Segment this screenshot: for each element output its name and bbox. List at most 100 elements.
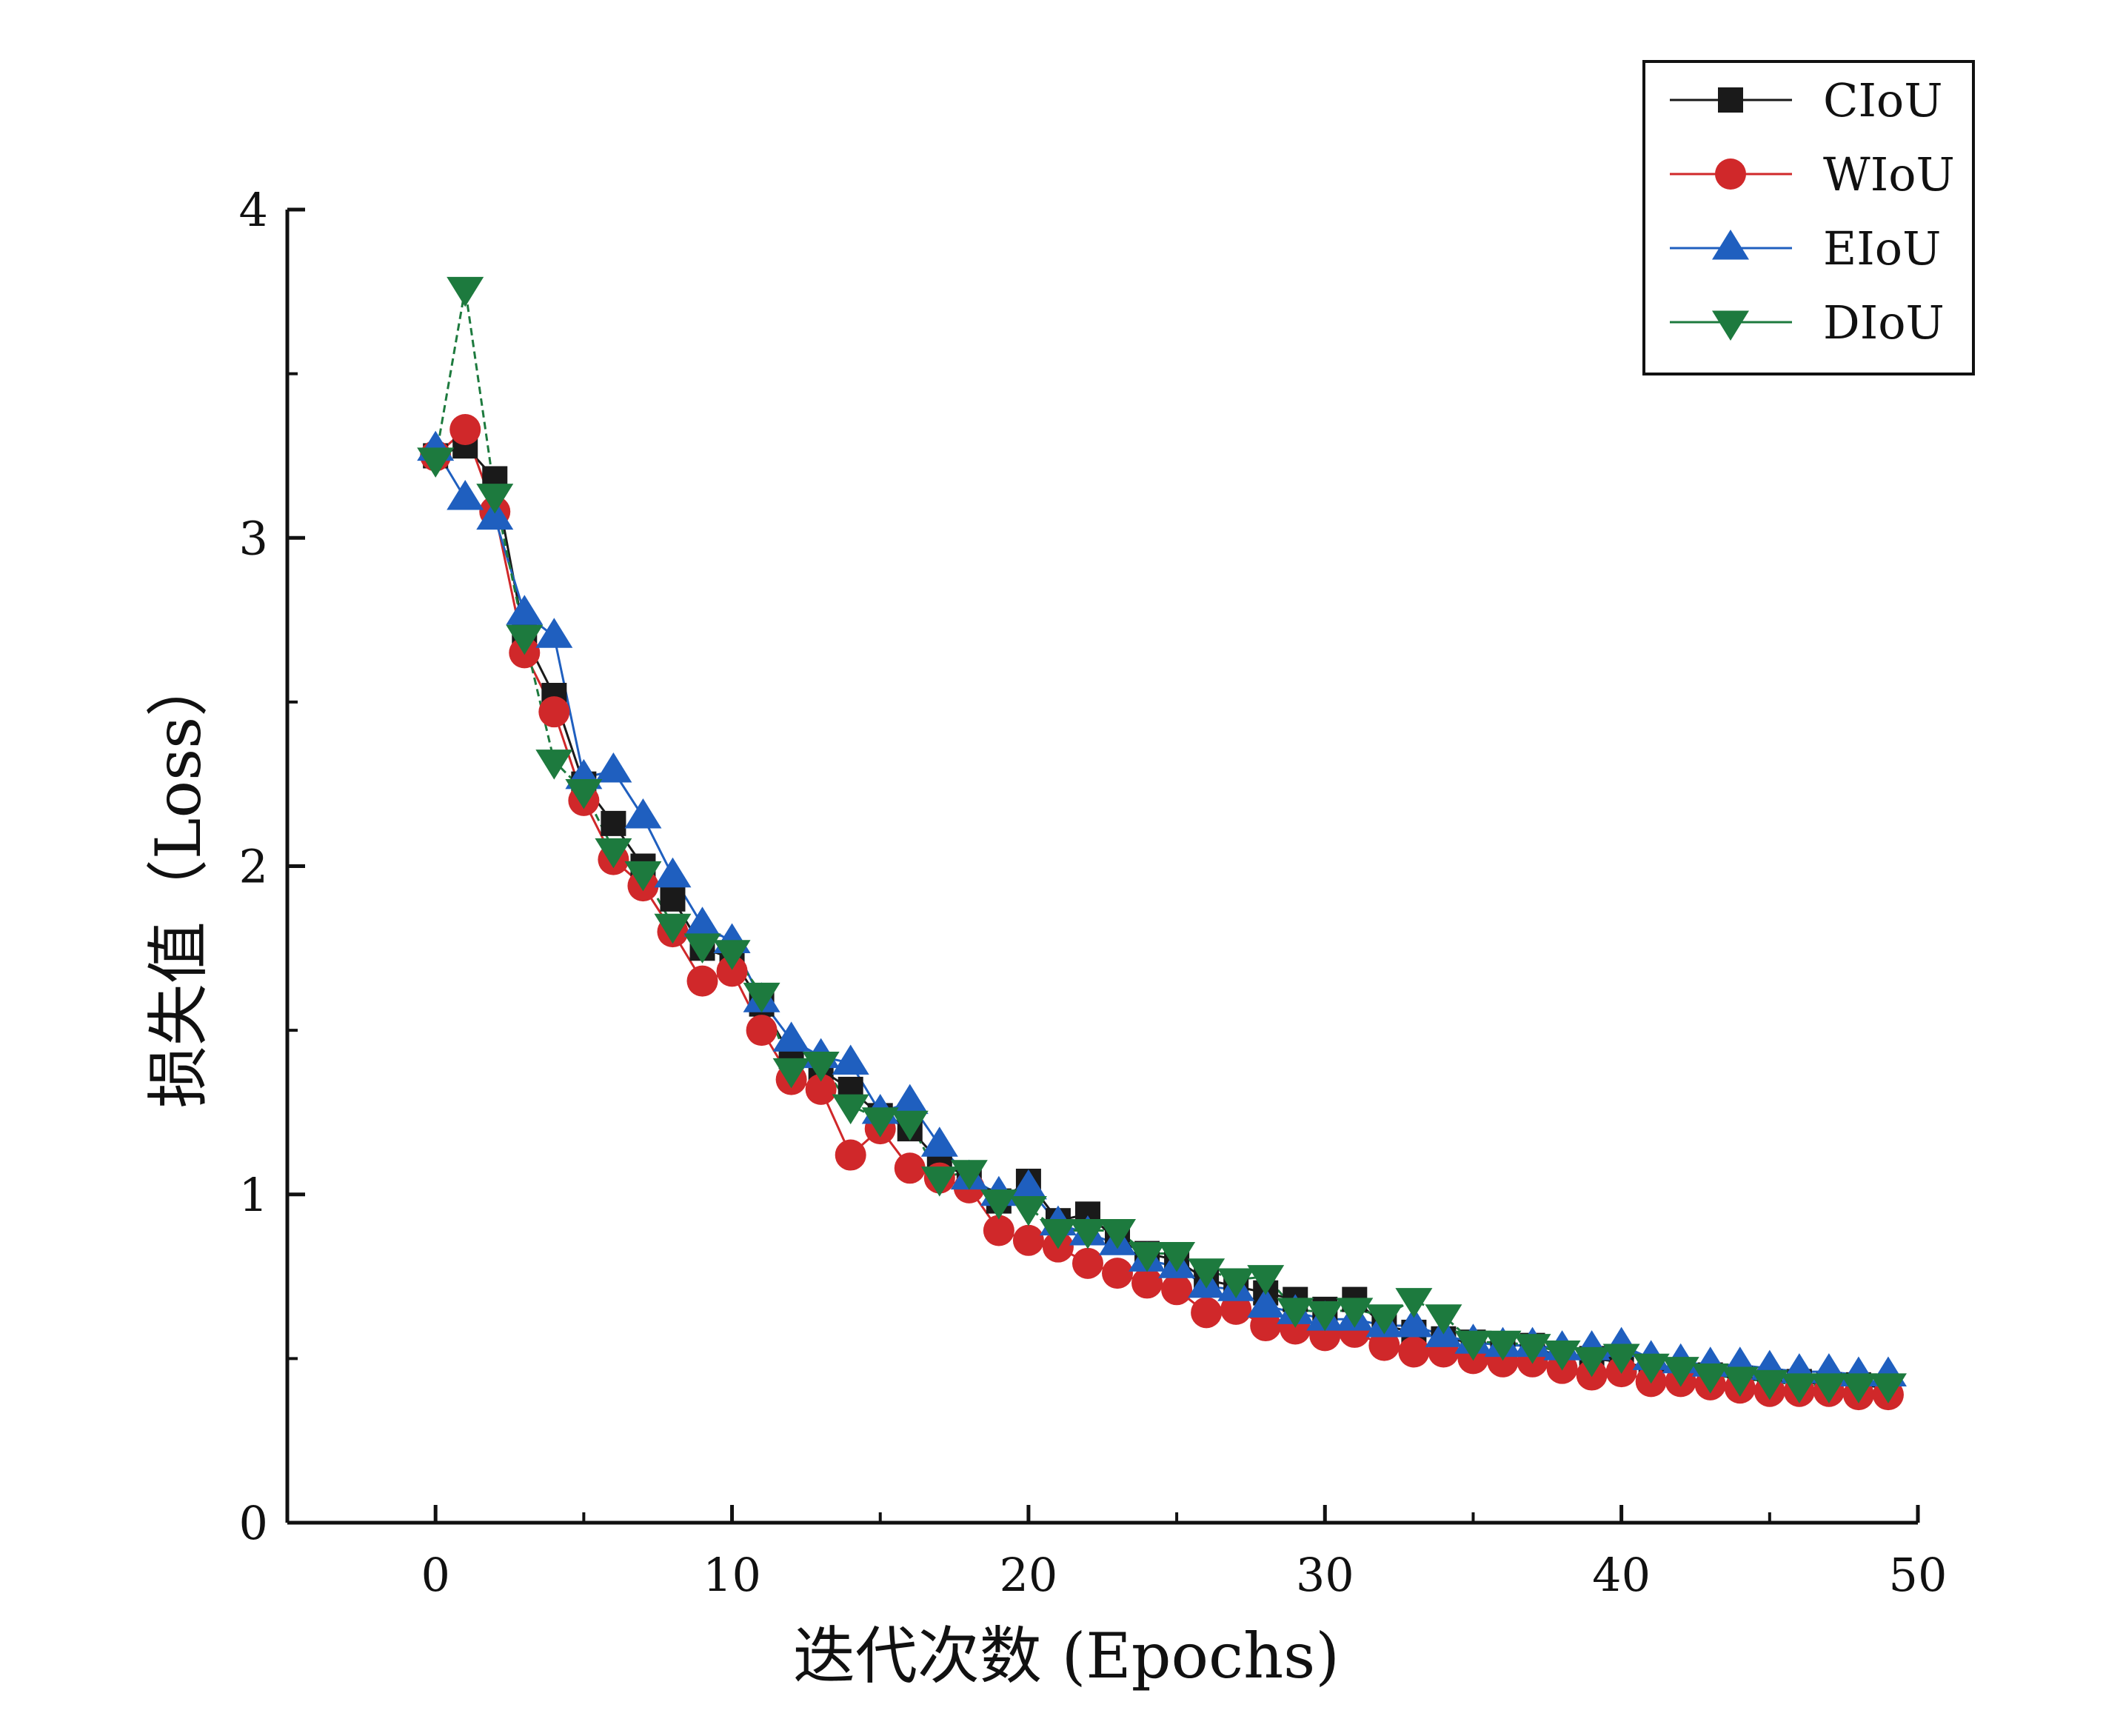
diou-point [654,913,692,944]
diou-point [832,1094,869,1125]
eiou-point [595,752,632,783]
diou-point [1039,1219,1077,1249]
diou-series-markers [417,276,1907,1403]
y-tick-label: 2 [239,840,268,894]
diou-point [1869,1373,1907,1403]
diou-point [1839,1373,1877,1403]
diou-point [1306,1301,1344,1332]
wiou-series-line [435,427,1888,1396]
eiou-point [1009,1169,1047,1200]
eiou-point [772,1021,810,1052]
diou-point [1247,1265,1285,1295]
diou-point [624,861,662,892]
diou-point [1780,1373,1818,1403]
wiou-series-markers [420,413,1904,1411]
diou-point [713,940,751,970]
y-tick-label: 3 [239,511,268,565]
eiou-point [1395,1307,1433,1338]
diou-point [535,750,573,780]
wiou-point [1102,1258,1134,1289]
legend-item-eiou: EIoU [1670,221,1941,276]
eiou-series-line [434,448,1888,1376]
x-tick-label: 10 [703,1548,761,1602]
y-tick-label: 4 [239,183,268,237]
x-tick-label: 20 [999,1548,1057,1602]
eiou-point [506,595,544,625]
wiou-point [1012,1224,1044,1256]
diou-point [1484,1330,1522,1361]
wiou-point [835,1139,866,1171]
y-axis-title: 损失值（Loss） [142,655,215,1109]
wiou-point [746,1015,778,1046]
wiou-point [1250,1310,1282,1342]
x-tick-label: 40 [1592,1548,1651,1602]
wiou-point [805,1073,837,1105]
x-tick-label: 0 [421,1548,449,1602]
diou-point [1662,1357,1699,1387]
eiou-point [447,480,484,510]
diou-point [683,933,721,964]
diou-point [1217,1268,1255,1298]
diou-point [861,1107,899,1138]
diou-point [1721,1366,1759,1397]
legend-item-diou: DIoU [1670,296,1945,350]
wiou-point [686,965,718,997]
diou-point [1009,1195,1047,1226]
diou-point [1129,1242,1166,1272]
diou-point [891,1110,929,1141]
diou-point [1454,1330,1492,1361]
diou-point [1691,1363,1729,1394]
wiou-point [716,955,748,987]
eiou-point [624,798,662,829]
ciou-point [601,810,626,836]
diou-point [1158,1242,1196,1272]
eiou-point [535,618,573,648]
diou-point [1543,1341,1581,1371]
diou-point [1425,1304,1462,1335]
diou-point [1277,1298,1314,1328]
diou-point [772,1058,810,1089]
diou-point [1069,1219,1106,1249]
legend-marker [1718,87,1743,113]
eiou-point [476,499,514,530]
x-axis-title: 迭代次数 (Epochs) [793,1620,1340,1692]
diou-point [565,779,603,809]
x-tick-label: 30 [1296,1548,1354,1602]
diou-point [476,484,514,514]
ciou-point [660,886,686,912]
wiou-point [1398,1336,1430,1368]
wiou-point [538,696,570,728]
diou-point [1810,1373,1848,1403]
legend-item-ciou: CIoU [1670,73,1943,127]
series-lines [434,288,1889,1396]
diou-point [1514,1334,1551,1364]
diou-point [950,1160,988,1190]
diou-point [1365,1304,1403,1335]
legend-label: DIoU [1823,296,1945,350]
diou-point [1602,1343,1640,1374]
wiou-point [1131,1267,1163,1299]
wiou-point [983,1215,1014,1246]
ciou-series-markers [423,433,1901,1401]
diou-point [980,1189,1017,1220]
wiou-point [894,1152,926,1184]
eiou-point [891,1084,929,1115]
y-tick-label: 0 [239,1496,268,1550]
series-markers [417,276,1907,1411]
diou-point [1395,1288,1433,1318]
legend-marker [1715,158,1746,190]
wiou-point [449,413,481,445]
eiou-point [832,1044,869,1075]
legend-marker [1712,310,1749,341]
diou-point [1632,1353,1670,1384]
wiou-point [1368,1329,1400,1361]
wiou-point [1071,1247,1103,1279]
wiou-point [1191,1297,1223,1329]
diou-point [595,838,632,869]
diou-point [802,1051,840,1082]
legend-label: EIoU [1823,221,1941,276]
axes [285,210,1918,1525]
eiou-point [683,907,721,937]
